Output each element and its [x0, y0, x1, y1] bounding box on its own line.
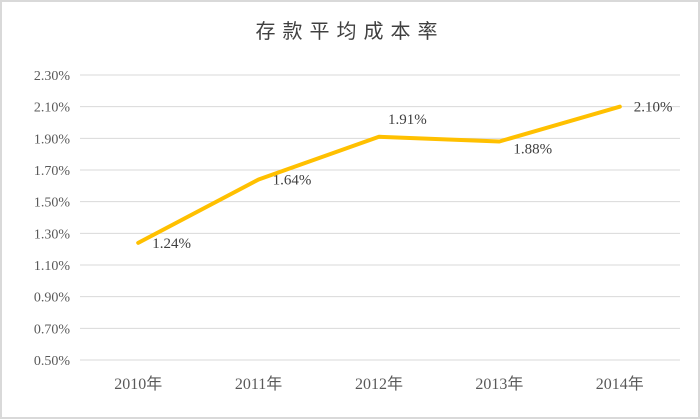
y-axis-tick-label: 2.10% [34, 101, 71, 116]
y-axis-tick-label: 0.50% [34, 354, 71, 369]
y-axis-tick-label: 2.30% [34, 69, 71, 84]
data-point-label: 1.24% [152, 236, 191, 252]
x-axis-tick-label: 2013年 [475, 375, 523, 393]
y-axis-tick-label: 1.70% [34, 164, 71, 179]
data-point-label: 1.64% [273, 173, 312, 189]
chart-title: 存款平均成本率 [255, 21, 445, 43]
y-axis-tick-label: 0.70% [34, 322, 71, 337]
x-axis-tick-label: 2012年 [355, 375, 403, 393]
data-point-label: 1.91% [388, 112, 427, 128]
data-point-label: 1.88% [513, 142, 552, 158]
y-axis-tick-label: 1.10% [34, 259, 71, 274]
x-axis-tick-label: 2010年 [114, 375, 162, 393]
y-axis-tick-label: 1.90% [34, 132, 71, 147]
y-axis-tick-label: 1.30% [34, 227, 71, 242]
data-line-series [136, 104, 622, 245]
y-axis-tick-label: 0.90% [34, 291, 71, 306]
y-axis-tick-label: 1.50% [34, 196, 71, 211]
x-axis-tick-label: 2011年 [235, 375, 282, 393]
x-axis-tick-label: 2014年 [596, 375, 644, 393]
data-point-label: 2.10% [634, 100, 673, 116]
